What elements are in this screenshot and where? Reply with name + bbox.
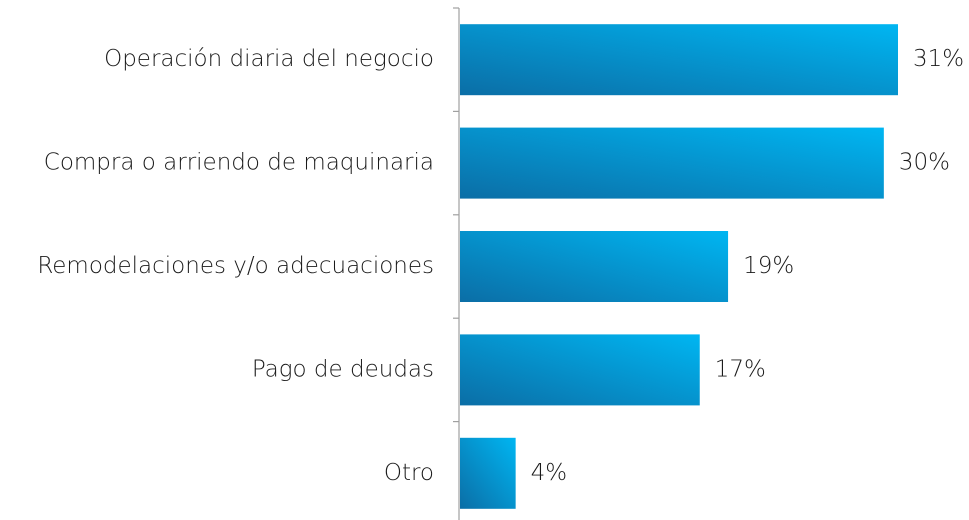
bar: [460, 437, 516, 509]
category-label: Operación diaria del negocio: [104, 46, 434, 72]
category-label: Pago de deudas: [252, 356, 434, 382]
bar: [460, 127, 884, 199]
value-label: 31%: [913, 46, 964, 72]
value-label: 19%: [743, 253, 794, 279]
bar: [460, 334, 700, 406]
category-label: Remodelaciones y/o adecuaciones: [37, 253, 434, 279]
bar: [460, 24, 898, 96]
category-label: Otro: [384, 460, 434, 486]
value-label: 17%: [715, 356, 766, 382]
value-label: 4%: [531, 460, 568, 486]
value-label: 30%: [899, 150, 950, 176]
category-label: Compra o arriendo de maquinaria: [44, 150, 434, 176]
bar: [460, 231, 729, 302]
